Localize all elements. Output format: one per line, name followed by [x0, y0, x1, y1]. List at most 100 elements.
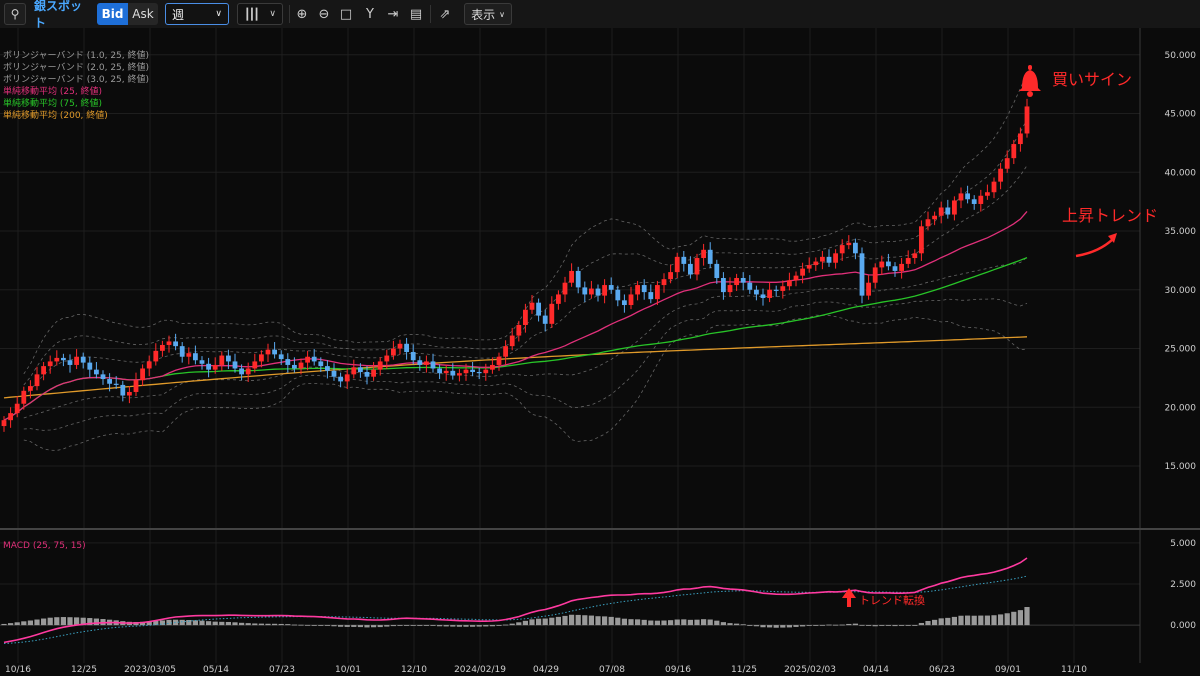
candle-body [668, 272, 673, 280]
time-tick-label: 06/23 [929, 665, 955, 675]
legend-bb1[interactable]: ボリンジャーバンド (1.0, 25, 終値) [3, 51, 150, 61]
uptrend-arrow-icon [1075, 233, 1117, 258]
macd-histogram-bar [60, 617, 66, 626]
candle-body [615, 289, 621, 301]
candle-body [226, 355, 231, 362]
candle-body [166, 341, 172, 345]
macd-histogram-bar [562, 615, 568, 626]
macd-legend[interactable]: MACD (25, 75, 15) [3, 541, 86, 551]
candle-body [582, 287, 588, 295]
ask-button[interactable]: Ask [128, 3, 158, 25]
time-tick-label: 10/16 [5, 665, 31, 675]
zoom-in-icon[interactable]: ⊕ [296, 6, 308, 22]
macd-histogram-bar [971, 615, 977, 626]
candle-body [239, 368, 244, 375]
macd-histogram-bar [542, 618, 548, 626]
macd-histogram-bar [351, 625, 357, 627]
macd-histogram-bar [912, 625, 918, 626]
candle-body [886, 261, 891, 267]
candle-body [655, 285, 660, 300]
macd-tick-label: 0.000 [1170, 621, 1196, 631]
price-tick-label: 30.000 [1165, 286, 1197, 296]
search-icon[interactable]: ⚲ [4, 3, 26, 25]
candle-body [160, 344, 165, 351]
macd-histogram-bar [925, 620, 931, 626]
macd-histogram-bar [608, 616, 614, 626]
macd-histogram-bar [978, 615, 984, 626]
symbol-label[interactable]: 銀スポット [34, 0, 83, 30]
price-tick-label: 20.000 [1165, 403, 1197, 413]
candle-body [397, 343, 403, 349]
macd-histogram-bar [21, 621, 27, 626]
macd-histogram-bar [582, 615, 588, 626]
macd-histogram-bar [595, 616, 601, 626]
macd-histogram-bar [212, 621, 218, 626]
time-tick-label: 2023/03/05 [124, 665, 176, 675]
macd-histogram-bar [377, 625, 383, 628]
macd-histogram-bar [800, 625, 806, 627]
macd-histogram-bar [173, 619, 179, 626]
macd-histogram-bar [1017, 610, 1023, 626]
macd-histogram-bar [846, 623, 852, 626]
time-tick-label: 10/01 [335, 665, 361, 675]
candle-body [463, 369, 469, 374]
price-tick-label: 25.000 [1165, 345, 1197, 355]
macd-histogram-bar [780, 625, 786, 628]
candle-body [648, 292, 654, 300]
macd-histogram-bar [549, 617, 555, 626]
macd-histogram-bar [443, 625, 449, 627]
price-chart[interactable]: 50.000 45.000 40.000 35.000 30.000 25.000 20.0… [0, 28, 1200, 676]
candle-body [971, 199, 977, 204]
candle-body [813, 261, 819, 266]
legend-bb2[interactable]: ボリンジャーバンド (2.0, 25, 終値) [3, 63, 150, 73]
macd-histogram-bar [199, 620, 205, 626]
candle-body [760, 294, 766, 298]
macd-histogram-bar [674, 619, 680, 626]
candle-body [430, 361, 436, 369]
macd-histogram-bar [984, 615, 990, 626]
macd-histogram-bar [615, 617, 621, 626]
jump-to-latest-icon[interactable]: ⇥ [387, 6, 399, 22]
legend-sma200[interactable]: 単純移動平均 (200, 終値) [3, 111, 108, 121]
macd-tick-label: 2.500 [1170, 580, 1196, 590]
document-icon[interactable]: ▤ [409, 6, 423, 22]
zoom-out-icon[interactable]: ⊖ [318, 6, 330, 22]
candle-body [28, 386, 33, 391]
macd-histogram-bar [740, 624, 746, 626]
candle-body [793, 275, 799, 281]
candle-body [54, 357, 60, 362]
candle-body [595, 288, 601, 296]
candle-body [879, 261, 885, 268]
legend-sma25[interactable]: 単純移動平均 (25, 終値) [3, 87, 103, 97]
candle-body [773, 289, 779, 291]
period-select[interactable]: 週 ∨ [165, 3, 229, 25]
bollinger-band-line [23, 119, 1028, 386]
macd-histogram-bar [965, 615, 971, 626]
macd-histogram-bar [648, 620, 654, 626]
candle-body [998, 168, 1003, 182]
chart-type-select[interactable]: ┃┃┃ ∨ [237, 3, 283, 25]
macd-histogram-bar [918, 622, 924, 626]
display-menu-button[interactable]: 表示 ∨ [464, 3, 512, 25]
macd-histogram-bar [1024, 607, 1030, 626]
fit-icon[interactable]: □ [339, 6, 353, 22]
macd-histogram-bar [635, 619, 641, 626]
candle-body [892, 266, 898, 271]
candle-body [259, 354, 264, 362]
legend-sma75[interactable]: 単純移動平均 (75, 終値) [3, 99, 103, 109]
sma-25-line [3, 210, 1028, 421]
candle-body [899, 263, 904, 271]
time-tick-label: 09/16 [665, 665, 691, 675]
add-indicator-icon[interactable]: ⇗ [439, 6, 451, 22]
candle-body [437, 368, 442, 374]
candle-body [674, 256, 680, 273]
macd-histogram-bar [206, 621, 212, 626]
candle-body [67, 360, 73, 365]
macd-histogram-bar [654, 620, 660, 626]
candle-body [245, 368, 251, 375]
bid-button[interactable]: Bid [97, 3, 128, 25]
text-tool-icon[interactable]: Y [366, 6, 374, 22]
candle-body [127, 391, 132, 396]
legend-bb3[interactable]: ボリンジャーバンド (3.0, 25, 終値) [3, 75, 150, 85]
candlestick-icon: ┃┃┃ [244, 7, 260, 21]
